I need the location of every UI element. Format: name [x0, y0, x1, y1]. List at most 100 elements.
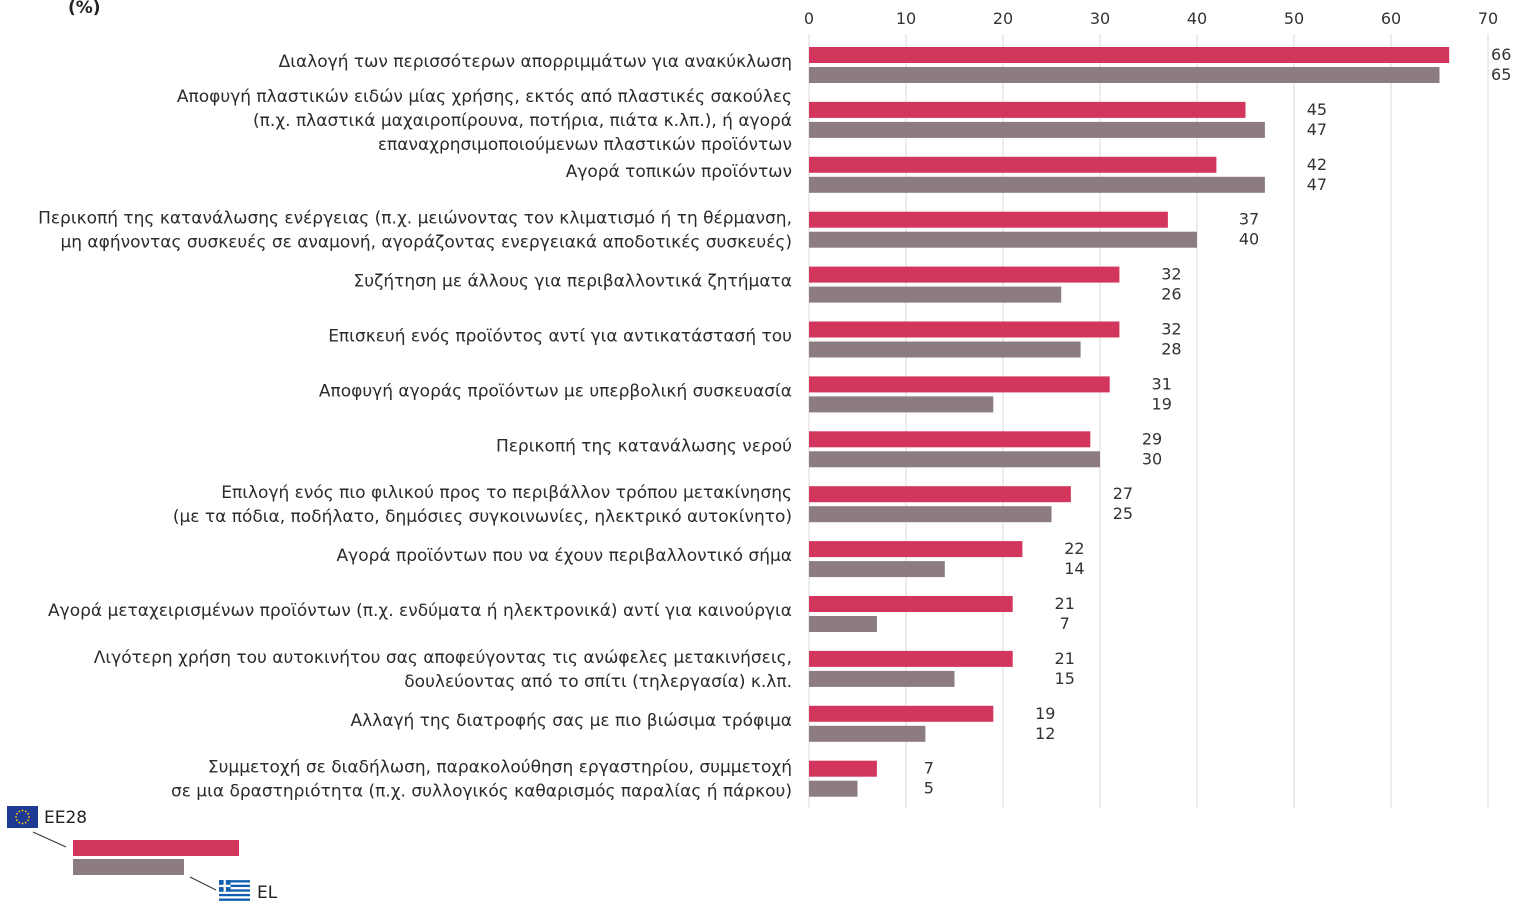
x-axis-ticks: 0 10 20 30 40 50 60 70 — [804, 9, 1498, 28]
category-label: Λιγότερη χρήση του αυτοκινήτου σας αποφε… — [94, 648, 792, 668]
category-label: Αλλαγή της διατροφής σας με πιο βιώσιμα … — [350, 711, 792, 731]
value-labels: 6665454742473740322632283119293027252214… — [924, 45, 1512, 798]
bar-eu28 — [809, 266, 1120, 283]
bar-eu28 — [809, 47, 1450, 63]
x-tick-label: 10 — [896, 9, 916, 28]
category-label: επαναχρησιμοποιούμενων πλαστικών προϊόντ… — [378, 135, 792, 155]
bar-el — [809, 506, 1052, 523]
value-label: 45 — [1307, 100, 1327, 119]
bar-eu28 — [809, 156, 1217, 173]
value-label: 32 — [1161, 320, 1181, 339]
value-label: 66 — [1491, 45, 1511, 64]
category-label: Αγορά προϊόντων που να έχουν περιβαλλοντ… — [337, 546, 793, 566]
eu-star — [21, 809, 24, 812]
eu-star — [24, 821, 27, 824]
eu-star — [15, 819, 18, 822]
value-label: 25 — [1113, 504, 1133, 523]
value-label: 40 — [1239, 230, 1259, 249]
bar-eu28 — [809, 650, 1013, 667]
x-tick-label: 30 — [1090, 9, 1110, 28]
bar-eu28 — [809, 321, 1120, 338]
bar-el — [809, 341, 1081, 358]
category-label: (π.χ. πλαστικά μαχαιροπίρουνα, ποτήρια, … — [253, 111, 792, 131]
category-label: Συζήτηση με άλλους για περιβαλλοντικά ζη… — [354, 272, 793, 292]
bar-el — [809, 780, 858, 797]
value-label: 19 — [1035, 704, 1055, 723]
bar-el — [809, 121, 1265, 138]
bar-el — [809, 616, 877, 632]
eu-star — [18, 821, 21, 824]
bar-eu28 — [809, 541, 1023, 558]
legend-connector — [189, 876, 217, 891]
legend-bar-el — [73, 859, 184, 875]
category-labels: Διαλογή των περισσότερων απορριμμάτων γι… — [38, 52, 792, 802]
x-tick-label: 70 — [1478, 9, 1498, 28]
bar-eu28 — [809, 760, 877, 777]
legend-connector — [32, 831, 67, 848]
unit-label: (%) — [68, 0, 101, 18]
eu-star — [21, 822, 24, 825]
x-tick-label: 40 — [1187, 9, 1207, 28]
bar-eu28 — [809, 376, 1110, 393]
category-label: σε μια δραστηριότητα (π.χ. συλλογικός κα… — [171, 782, 792, 802]
bar-el — [809, 176, 1265, 193]
category-label: Διαλογή των περισσότερων απορριμμάτων γι… — [279, 52, 792, 72]
bar-eu28 — [809, 596, 1013, 612]
category-label: Συμμετοχή σε διαδήλωση, παρακολούθηση ερ… — [208, 758, 792, 778]
category-label: Αποφυγή αγοράς προϊόντων με υπερβολική σ… — [319, 381, 792, 401]
legend-bar-eu28 — [73, 840, 239, 856]
value-label: 19 — [1152, 394, 1172, 413]
legend — [32, 831, 239, 891]
value-label: 14 — [1064, 559, 1084, 578]
value-label: 29 — [1142, 429, 1162, 448]
value-label: 12 — [1035, 724, 1055, 743]
category-label: μη αφήνοντας συσκευές σε αναμονή, αγοράζ… — [60, 233, 792, 253]
category-label: Αγορά τοπικών προϊόντων — [566, 162, 792, 182]
category-label: Αποφυγή πλαστικών ειδών μίας χρήσης, εκτ… — [177, 87, 792, 107]
bar-el — [809, 670, 955, 687]
value-label: 7 — [924, 759, 934, 778]
legend-el-label: EL — [257, 883, 278, 903]
eu-star — [18, 810, 21, 813]
bar-el — [809, 231, 1197, 248]
category-label: Περικοπή της κατανάλωσης νερού — [496, 436, 792, 456]
eu-flag-icon — [7, 806, 38, 828]
bar-el — [809, 561, 945, 578]
x-tick-label: 50 — [1284, 9, 1304, 28]
eu-star — [28, 816, 30, 818]
bar-eu28 — [809, 431, 1091, 448]
bar-eu28 — [809, 705, 994, 722]
category-label: Περικοπή της κατανάλωσης ενέργειας (π.χ.… — [38, 209, 792, 229]
bars — [809, 47, 1450, 797]
legend-eu-label: ΕΕ28 — [44, 808, 88, 828]
bar-eu28 — [809, 101, 1246, 118]
bar-el — [809, 451, 1100, 468]
x-tick-label: 20 — [993, 9, 1013, 28]
value-label: 15 — [1055, 669, 1075, 688]
value-label: 37 — [1239, 210, 1259, 229]
value-label: 22 — [1064, 539, 1084, 558]
eu-star — [27, 812, 30, 815]
bar-eu28 — [809, 486, 1071, 503]
x-tick-label: 0 — [804, 9, 814, 28]
bar-el — [809, 725, 926, 742]
value-label: 65 — [1491, 65, 1511, 84]
value-label: 31 — [1152, 374, 1172, 393]
value-label: 47 — [1307, 175, 1327, 194]
bar-el — [809, 286, 1062, 303]
grid-lines — [808, 34, 1489, 808]
category-label: Επιλογή ενός πιο φιλικού προς το περιβάλ… — [221, 483, 792, 503]
eu-star — [27, 819, 30, 822]
value-label: 47 — [1307, 120, 1327, 139]
bar-el — [809, 67, 1440, 83]
value-label: 32 — [1161, 265, 1181, 284]
category-label: (με τα πόδια, ποδήλατο, δημόσιες συγκοιν… — [173, 507, 792, 527]
value-label: 42 — [1307, 155, 1327, 174]
eu-star — [24, 810, 27, 813]
bar-eu28 — [809, 211, 1168, 228]
value-label: 30 — [1142, 449, 1162, 468]
value-label: 28 — [1161, 340, 1181, 359]
value-label: 26 — [1161, 285, 1181, 304]
eu-star — [15, 812, 18, 815]
